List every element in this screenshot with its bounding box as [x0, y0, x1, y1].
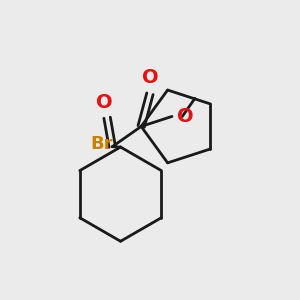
- Text: O: O: [177, 107, 194, 126]
- Text: O: O: [96, 93, 112, 112]
- Text: Br: Br: [91, 135, 113, 153]
- Text: O: O: [142, 68, 158, 87]
